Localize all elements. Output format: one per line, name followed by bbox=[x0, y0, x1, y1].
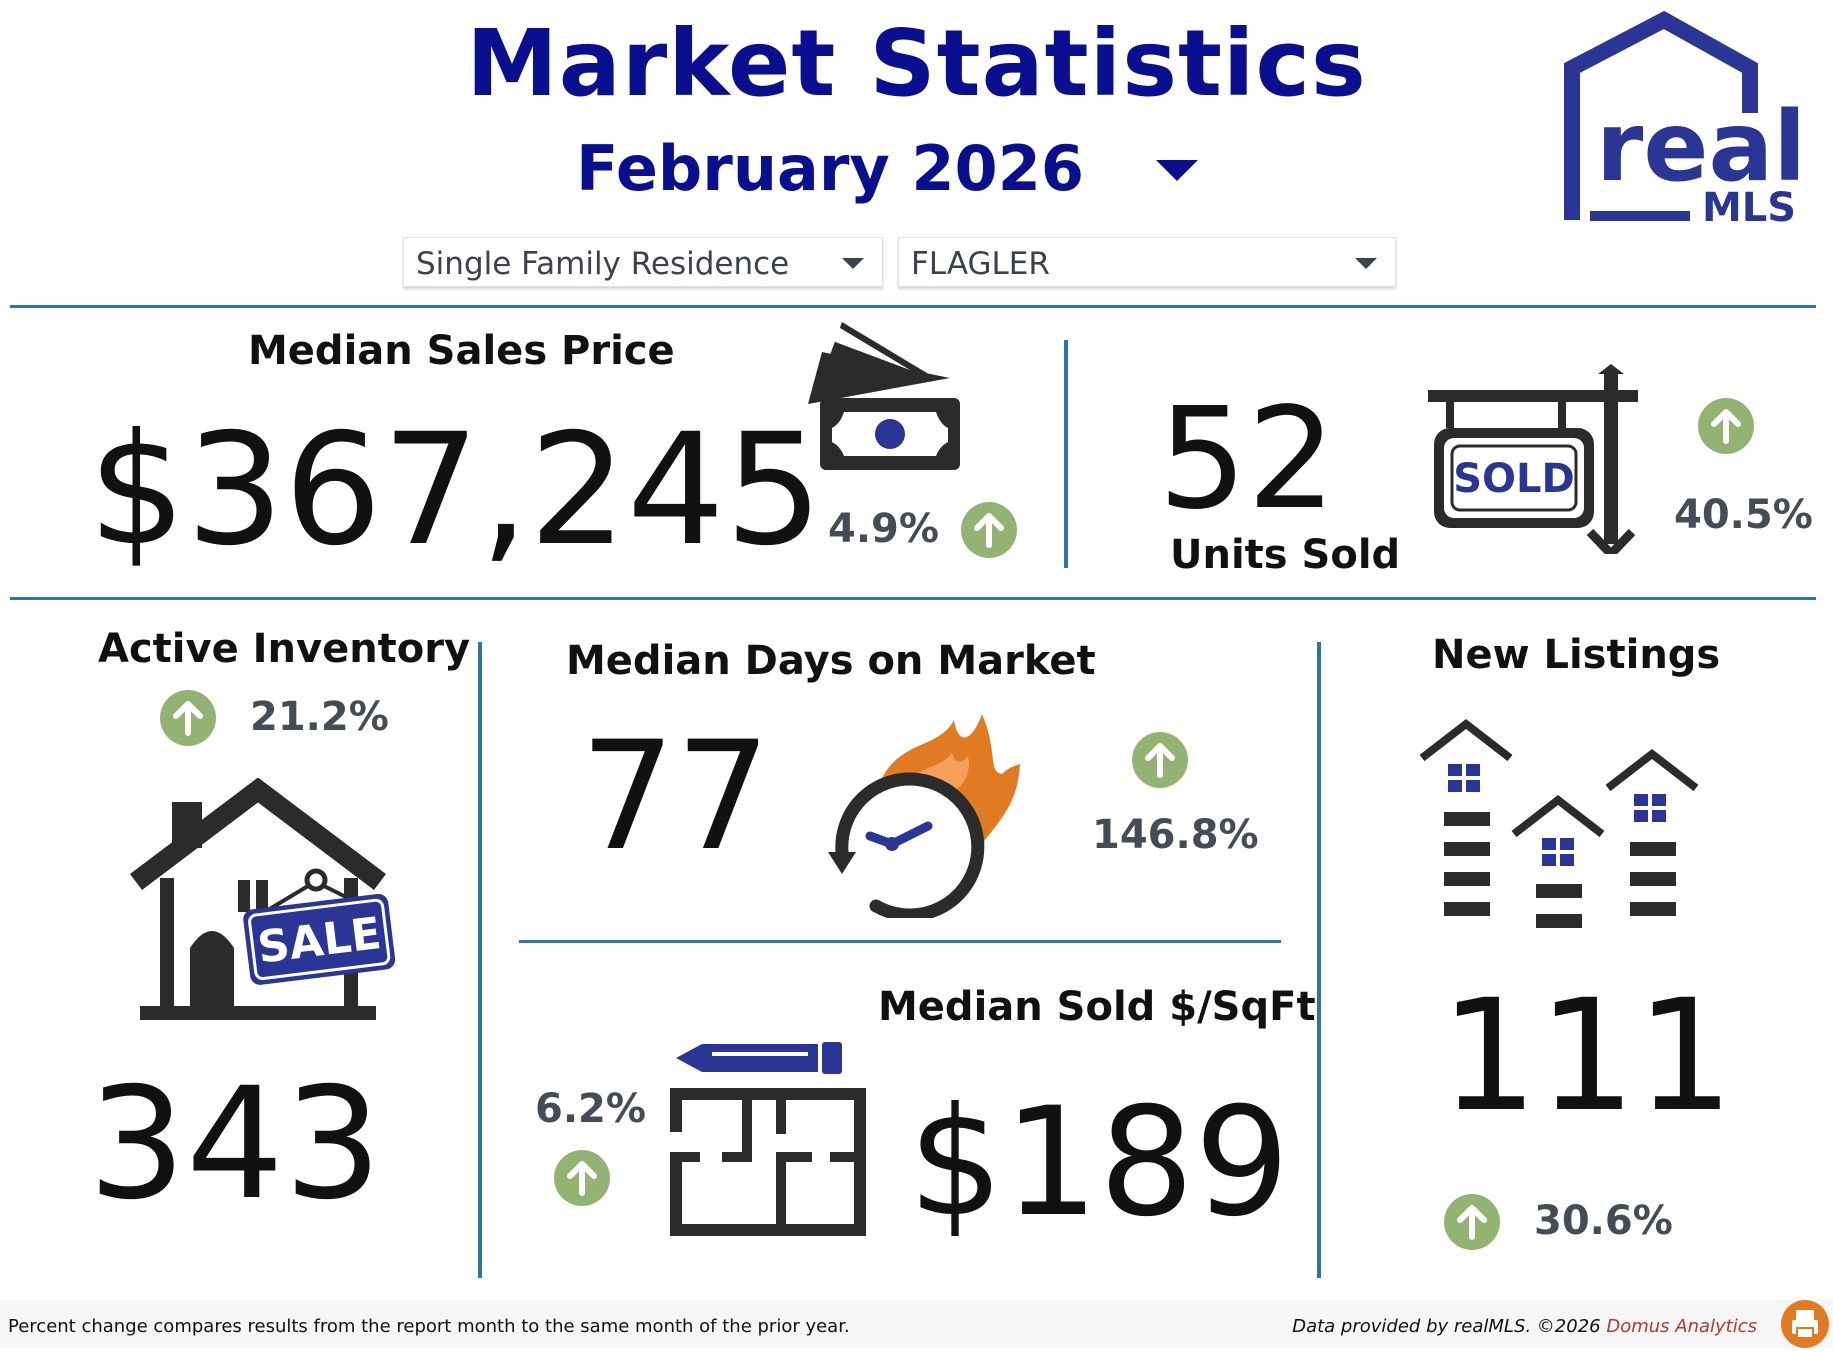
new-listings-change: 30.6% bbox=[1534, 1198, 1673, 1244]
divider-vertical-left bbox=[478, 642, 482, 1278]
page-title: Market Statistics bbox=[466, 10, 1367, 117]
divider-vertical-top bbox=[1064, 340, 1068, 568]
logo-text-real: real bbox=[1596, 91, 1806, 203]
active-inventory-value: 343 bbox=[88, 1055, 382, 1234]
arrow-up-icon bbox=[1698, 398, 1754, 454]
median-sold-per-sqft-label: Median Sold $/SqFt bbox=[878, 984, 1316, 1030]
property-type-value: Single Family Residence bbox=[416, 246, 790, 282]
median-sold-per-sqft-change: 6.2% bbox=[535, 1086, 646, 1132]
median-days-on-market-change: 146.8% bbox=[1092, 812, 1259, 858]
units-sold-value: 52 bbox=[1158, 378, 1337, 541]
floorplan-icon bbox=[670, 1042, 866, 1236]
footer-credit-text: Data provided by realMLS. ©2026 bbox=[1292, 1316, 1607, 1337]
chevron-down-icon bbox=[842, 258, 864, 269]
arrow-up-icon bbox=[961, 502, 1017, 558]
report-period[interactable]: February 2026 bbox=[576, 132, 1084, 205]
print-button[interactable] bbox=[1781, 1300, 1829, 1348]
footer-credit-brand[interactable]: Domus Analytics bbox=[1606, 1316, 1757, 1337]
realmls-logo: real MLS bbox=[1564, 10, 1806, 228]
divider-vertical-right bbox=[1317, 642, 1321, 1278]
property-type-select[interactable]: Single Family Residence bbox=[403, 237, 883, 287]
footer-bar bbox=[0, 1300, 1833, 1348]
median-days-on-market-value: 77 bbox=[580, 710, 771, 884]
logo-text-mls: MLS bbox=[1702, 185, 1796, 228]
houses-icon bbox=[1419, 718, 1699, 928]
money-icon bbox=[808, 322, 960, 470]
arrow-up-icon bbox=[1444, 1194, 1500, 1250]
units-sold-change: 40.5% bbox=[1674, 492, 1813, 538]
arrow-up-icon bbox=[554, 1150, 610, 1206]
median-sales-price-value: $367,245 bbox=[88, 401, 823, 580]
arrow-up-icon bbox=[160, 690, 216, 746]
median-days-on-market-label: Median Days on Market bbox=[566, 638, 1096, 684]
chevron-down-icon bbox=[1355, 258, 1377, 269]
area-select[interactable]: FLAGLER bbox=[898, 237, 1396, 287]
new-listings-value: 111 bbox=[1440, 967, 1734, 1146]
print-icon bbox=[1792, 1310, 1818, 1339]
divider-center bbox=[519, 940, 1281, 943]
clock-flame-icon bbox=[828, 714, 1020, 918]
units-sold-label: Units Sold bbox=[1170, 532, 1401, 578]
median-sales-price-label: Median Sales Price bbox=[248, 328, 675, 374]
house-sale-icon: SALE bbox=[129, 778, 396, 1020]
active-inventory-label: Active Inventory bbox=[98, 626, 471, 672]
footer-note: Percent change compares results from the… bbox=[8, 1316, 850, 1337]
active-inventory-change: 21.2% bbox=[250, 694, 389, 740]
divider-middle bbox=[10, 597, 1816, 600]
period-dropdown-caret-icon[interactable] bbox=[1156, 160, 1198, 181]
median-sales-price-change: 4.9% bbox=[828, 506, 939, 552]
sold-sign-icon: SOLD bbox=[1428, 364, 1638, 554]
divider-top bbox=[10, 305, 1816, 308]
new-listings-label: New Listings bbox=[1432, 632, 1721, 678]
sold-sign-text: SOLD bbox=[1453, 456, 1575, 502]
median-sold-per-sqft-value: $189 bbox=[908, 1076, 1290, 1250]
arrow-up-icon bbox=[1132, 732, 1188, 788]
area-value: FLAGLER bbox=[911, 246, 1050, 282]
footer-credit: Data provided by realMLS. ©2026 Domus An… bbox=[1292, 1316, 1757, 1337]
